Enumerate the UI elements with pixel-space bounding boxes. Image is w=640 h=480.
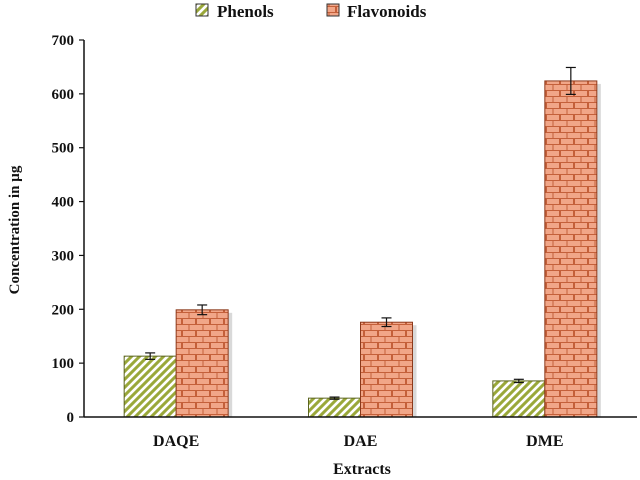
bar-flavonoids-dme (544, 80, 598, 418)
legend-swatch-phenols (195, 3, 209, 17)
y-tick-label: 400 (52, 195, 75, 211)
y-axis-label: Concentration in µg (7, 165, 23, 294)
y-tick-label: 0 (67, 410, 75, 426)
x-tick-label: DAE (344, 433, 378, 450)
legend-item-phenols: Phenols (195, 2, 274, 21)
y-tick-label: 300 (52, 248, 75, 264)
legend-label-flavonoids: Flavonoids (347, 2, 427, 21)
x-axis-label: Extracts (333, 461, 391, 478)
bar-phenols-daqe (123, 355, 177, 418)
y-tick-label: 100 (52, 356, 75, 372)
y-axis-ticks: 0 100 200 300 400 500 600 700 (52, 33, 84, 426)
bar-flavonoids-daqe (175, 309, 229, 418)
y-tick-label: 200 (52, 302, 75, 318)
legend-item-flavonoids: Flavonoids (326, 2, 427, 21)
bar-flavonoids-dae (360, 321, 413, 418)
x-axis-categories: DAQE DAE DME (153, 433, 563, 450)
bar-phenols-dae (308, 397, 361, 418)
legend-swatch-flavonoids (326, 3, 340, 17)
y-tick-label: 600 (52, 87, 75, 103)
bar-phenols-dme (492, 380, 546, 418)
x-tick-label: DME (526, 433, 563, 450)
bars (123, 66, 601, 418)
y-tick-label: 700 (52, 33, 75, 49)
x-tick-label: DAQE (153, 433, 199, 450)
legend: Phenols Flavonoids (195, 2, 427, 21)
legend-label-phenols: Phenols (217, 2, 274, 21)
y-tick-label: 500 (52, 141, 75, 157)
